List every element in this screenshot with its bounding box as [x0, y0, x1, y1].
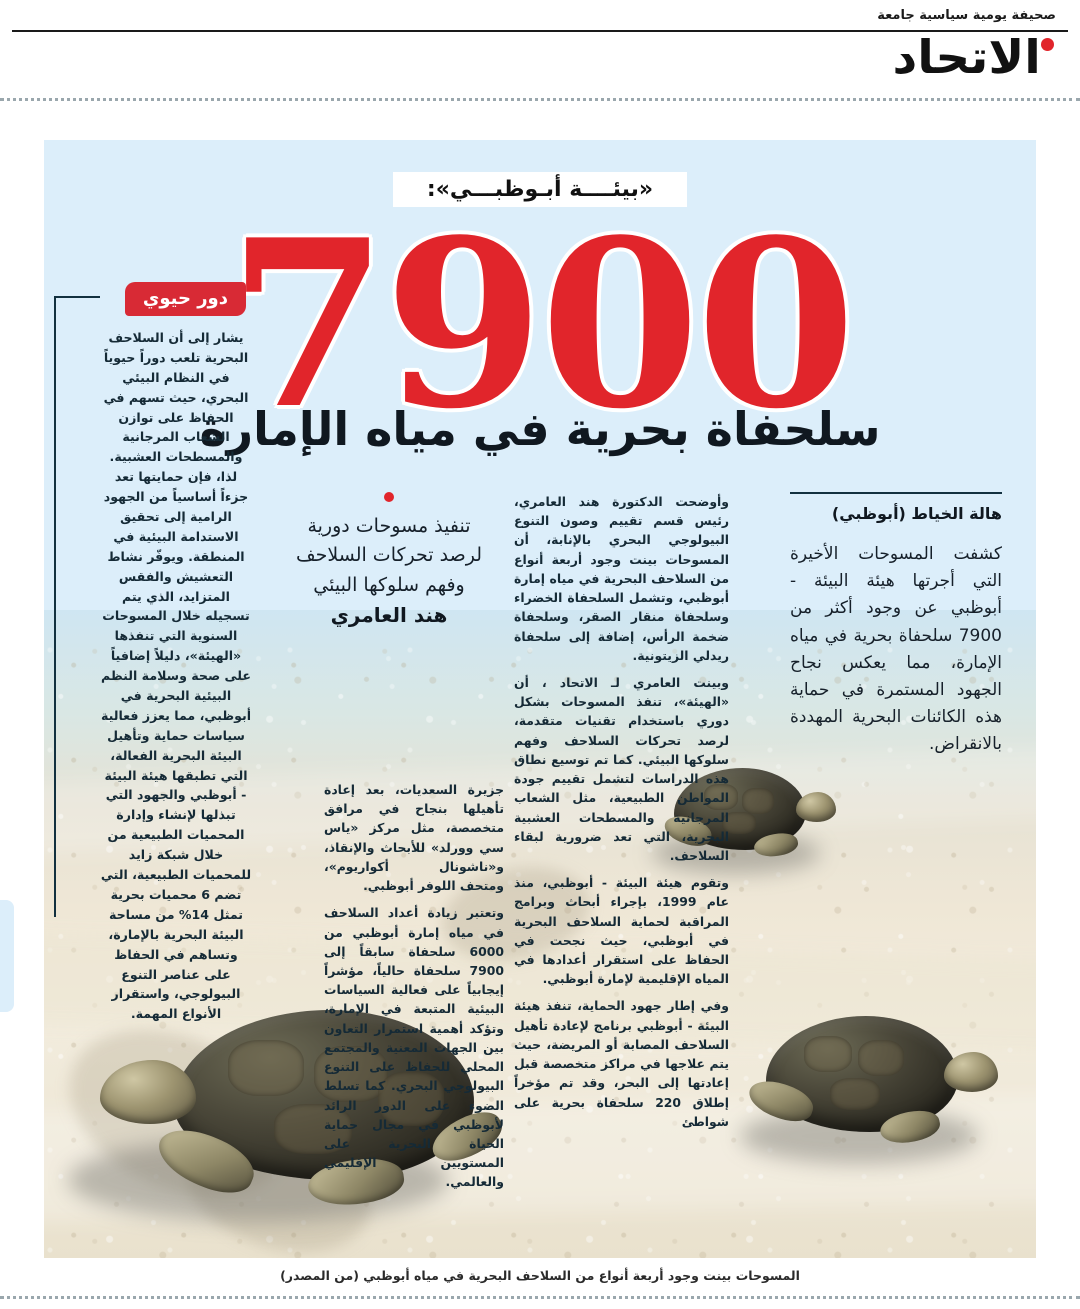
logo-dot-icon — [1041, 38, 1054, 51]
sidebar-badge: دور حيوي — [124, 282, 246, 316]
article-panel: «بيئــــة أبـوظبـــي»: 7900 سلحفاة بحرية… — [44, 140, 1036, 1258]
kicker: «بيئــــة أبـوظبـــي»: — [44, 172, 1036, 207]
lead-paragraph: كشفت المسوحات الأخيرة التي أجرتها هيئة ا… — [790, 544, 1002, 755]
pull-quote: تنفيذ مسوحات دورية لرصد تحركات السلاحف و… — [284, 492, 494, 627]
dotted-divider-bottom — [0, 1296, 1080, 1299]
turtle-mid — [730, 1002, 1000, 1172]
masthead-divider — [12, 30, 1068, 32]
sidebar-body-text: يشار إلى أن السلاحف البحرية تلعب دوراً ح… — [100, 330, 252, 1022]
byline-rule — [790, 492, 1002, 494]
turtle-near — [68, 988, 509, 1238]
turtle-far — [646, 758, 836, 878]
masthead: صحيفة يومية سياسية جامعة الاتحاد — [0, 0, 1080, 108]
dotted-divider-top — [0, 98, 1080, 101]
sidebar-vital-role: دور حيوي يشار إلى أن السلاحف البحرية تلع… — [54, 282, 252, 1024]
newspaper-tagline: صحيفة يومية سياسية جامعة — [877, 8, 1056, 23]
body-paragraph: وأوضحت الدكتورة هند العامري، رئيس قسم تق… — [514, 494, 729, 663]
red-dot-icon — [384, 492, 394, 502]
photo-caption: المسوحات بينت وجود أربعة أنواع من السلاح… — [280, 1268, 800, 1283]
kicker-label: «بيئــــة أبـوظبـــي»: — [392, 172, 688, 207]
body-paragraph: وفي إطار جهود الحماية، تنفذ هيئة البيئة … — [514, 998, 730, 1129]
body-paragraph: وتعتبر زيادة أعداد السلاحف في مياه إمارة… — [324, 905, 504, 1190]
sidebar-rule-vertical — [54, 297, 56, 917]
body-paragraph: وتقوم هيئة البيئة - أبوظبي، منذ عام 1999… — [514, 875, 729, 987]
body-column-middle: وأوضحت الدكتورة هند العامري، رئيس قسم تق… — [514, 492, 729, 1139]
pull-quote-text: تنفيذ مسوحات دورية لرصد تحركات السلاحف و… — [296, 515, 482, 596]
newspaper-logo[interactable]: الاتحاد — [892, 34, 1054, 80]
byline-column: هالة الخياط (أبوظبي) كشفت المسوحات الأخي… — [790, 492, 1002, 759]
big-number: 7900 — [227, 190, 856, 460]
page-side-tab — [0, 900, 14, 1012]
body-column-left: جزيرة السعديات، بعد إعادة تأهيلها بنجاح … — [324, 780, 504, 1200]
byline: هالة الخياط (أبوظبي) — [831, 504, 1002, 523]
sidebar-rule-horizontal — [54, 296, 100, 298]
subheadline: سلحفاة بحرية في مياه الإمارة — [199, 402, 881, 456]
pull-quote-author: هند العامري — [330, 603, 448, 628]
body-paragraph: جزيرة السعديات، بعد إعادة تأهيلها بنجاح … — [324, 782, 504, 894]
article-photo — [44, 610, 1036, 1258]
logo-wordmark: الاتحاد — [892, 30, 1042, 84]
body-paragraph: وبينت العامري لـ الاتحاد ، أن «الهيئة»، … — [514, 674, 729, 863]
